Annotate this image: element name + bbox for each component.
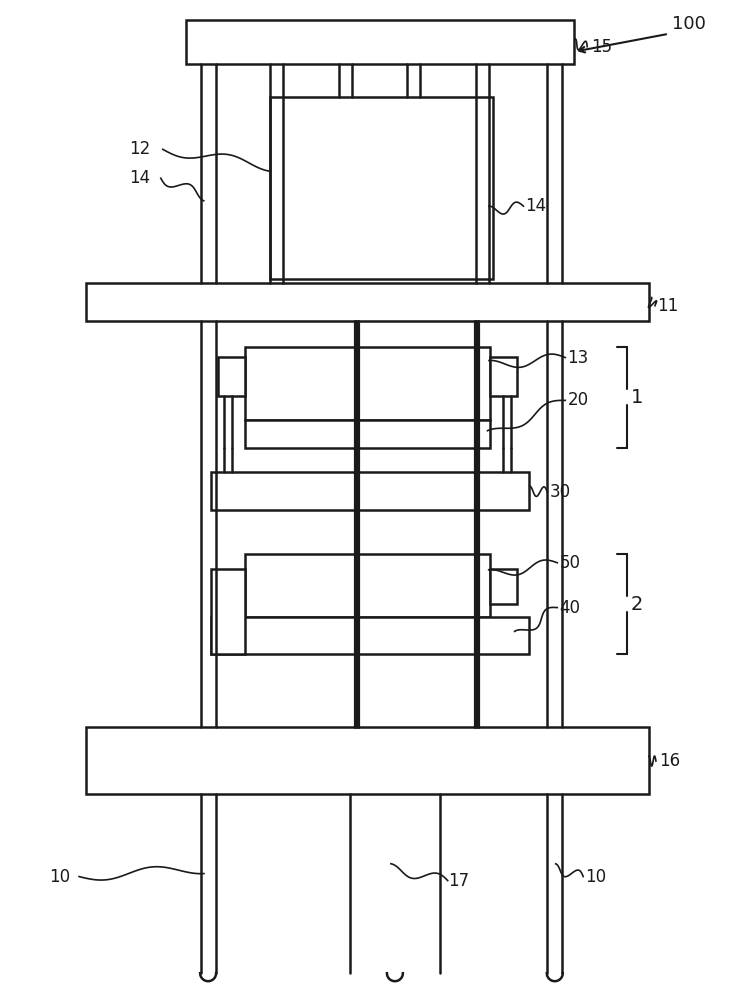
Text: 15: 15 [591,38,613,56]
Bar [489,357,517,396]
Text: 11: 11 [657,297,678,315]
Text: 20: 20 [568,391,588,409]
Bar [245,347,489,420]
Bar [270,97,492,279]
Bar [217,357,245,396]
Text: 1: 1 [631,388,644,407]
Text: 12: 12 [129,140,150,158]
Text: 2: 2 [631,595,644,614]
Bar [489,569,517,604]
Text: 10: 10 [50,868,70,886]
Text: 14: 14 [129,169,150,187]
Bar [86,727,649,794]
Bar [245,554,489,617]
Bar [185,20,574,64]
Text: 50: 50 [559,554,580,572]
Text: 16: 16 [659,752,680,770]
Text: 14: 14 [525,197,547,215]
Bar [245,420,489,448]
Text: 17: 17 [448,872,469,890]
Bar [86,283,649,321]
Bar [211,472,529,510]
Text: 10: 10 [585,868,606,886]
Bar [211,617,529,654]
Text: 100: 100 [672,15,706,33]
Text: 13: 13 [568,349,588,367]
Bar [211,569,245,654]
Text: 40: 40 [559,599,580,617]
Text: 30: 30 [549,483,571,501]
